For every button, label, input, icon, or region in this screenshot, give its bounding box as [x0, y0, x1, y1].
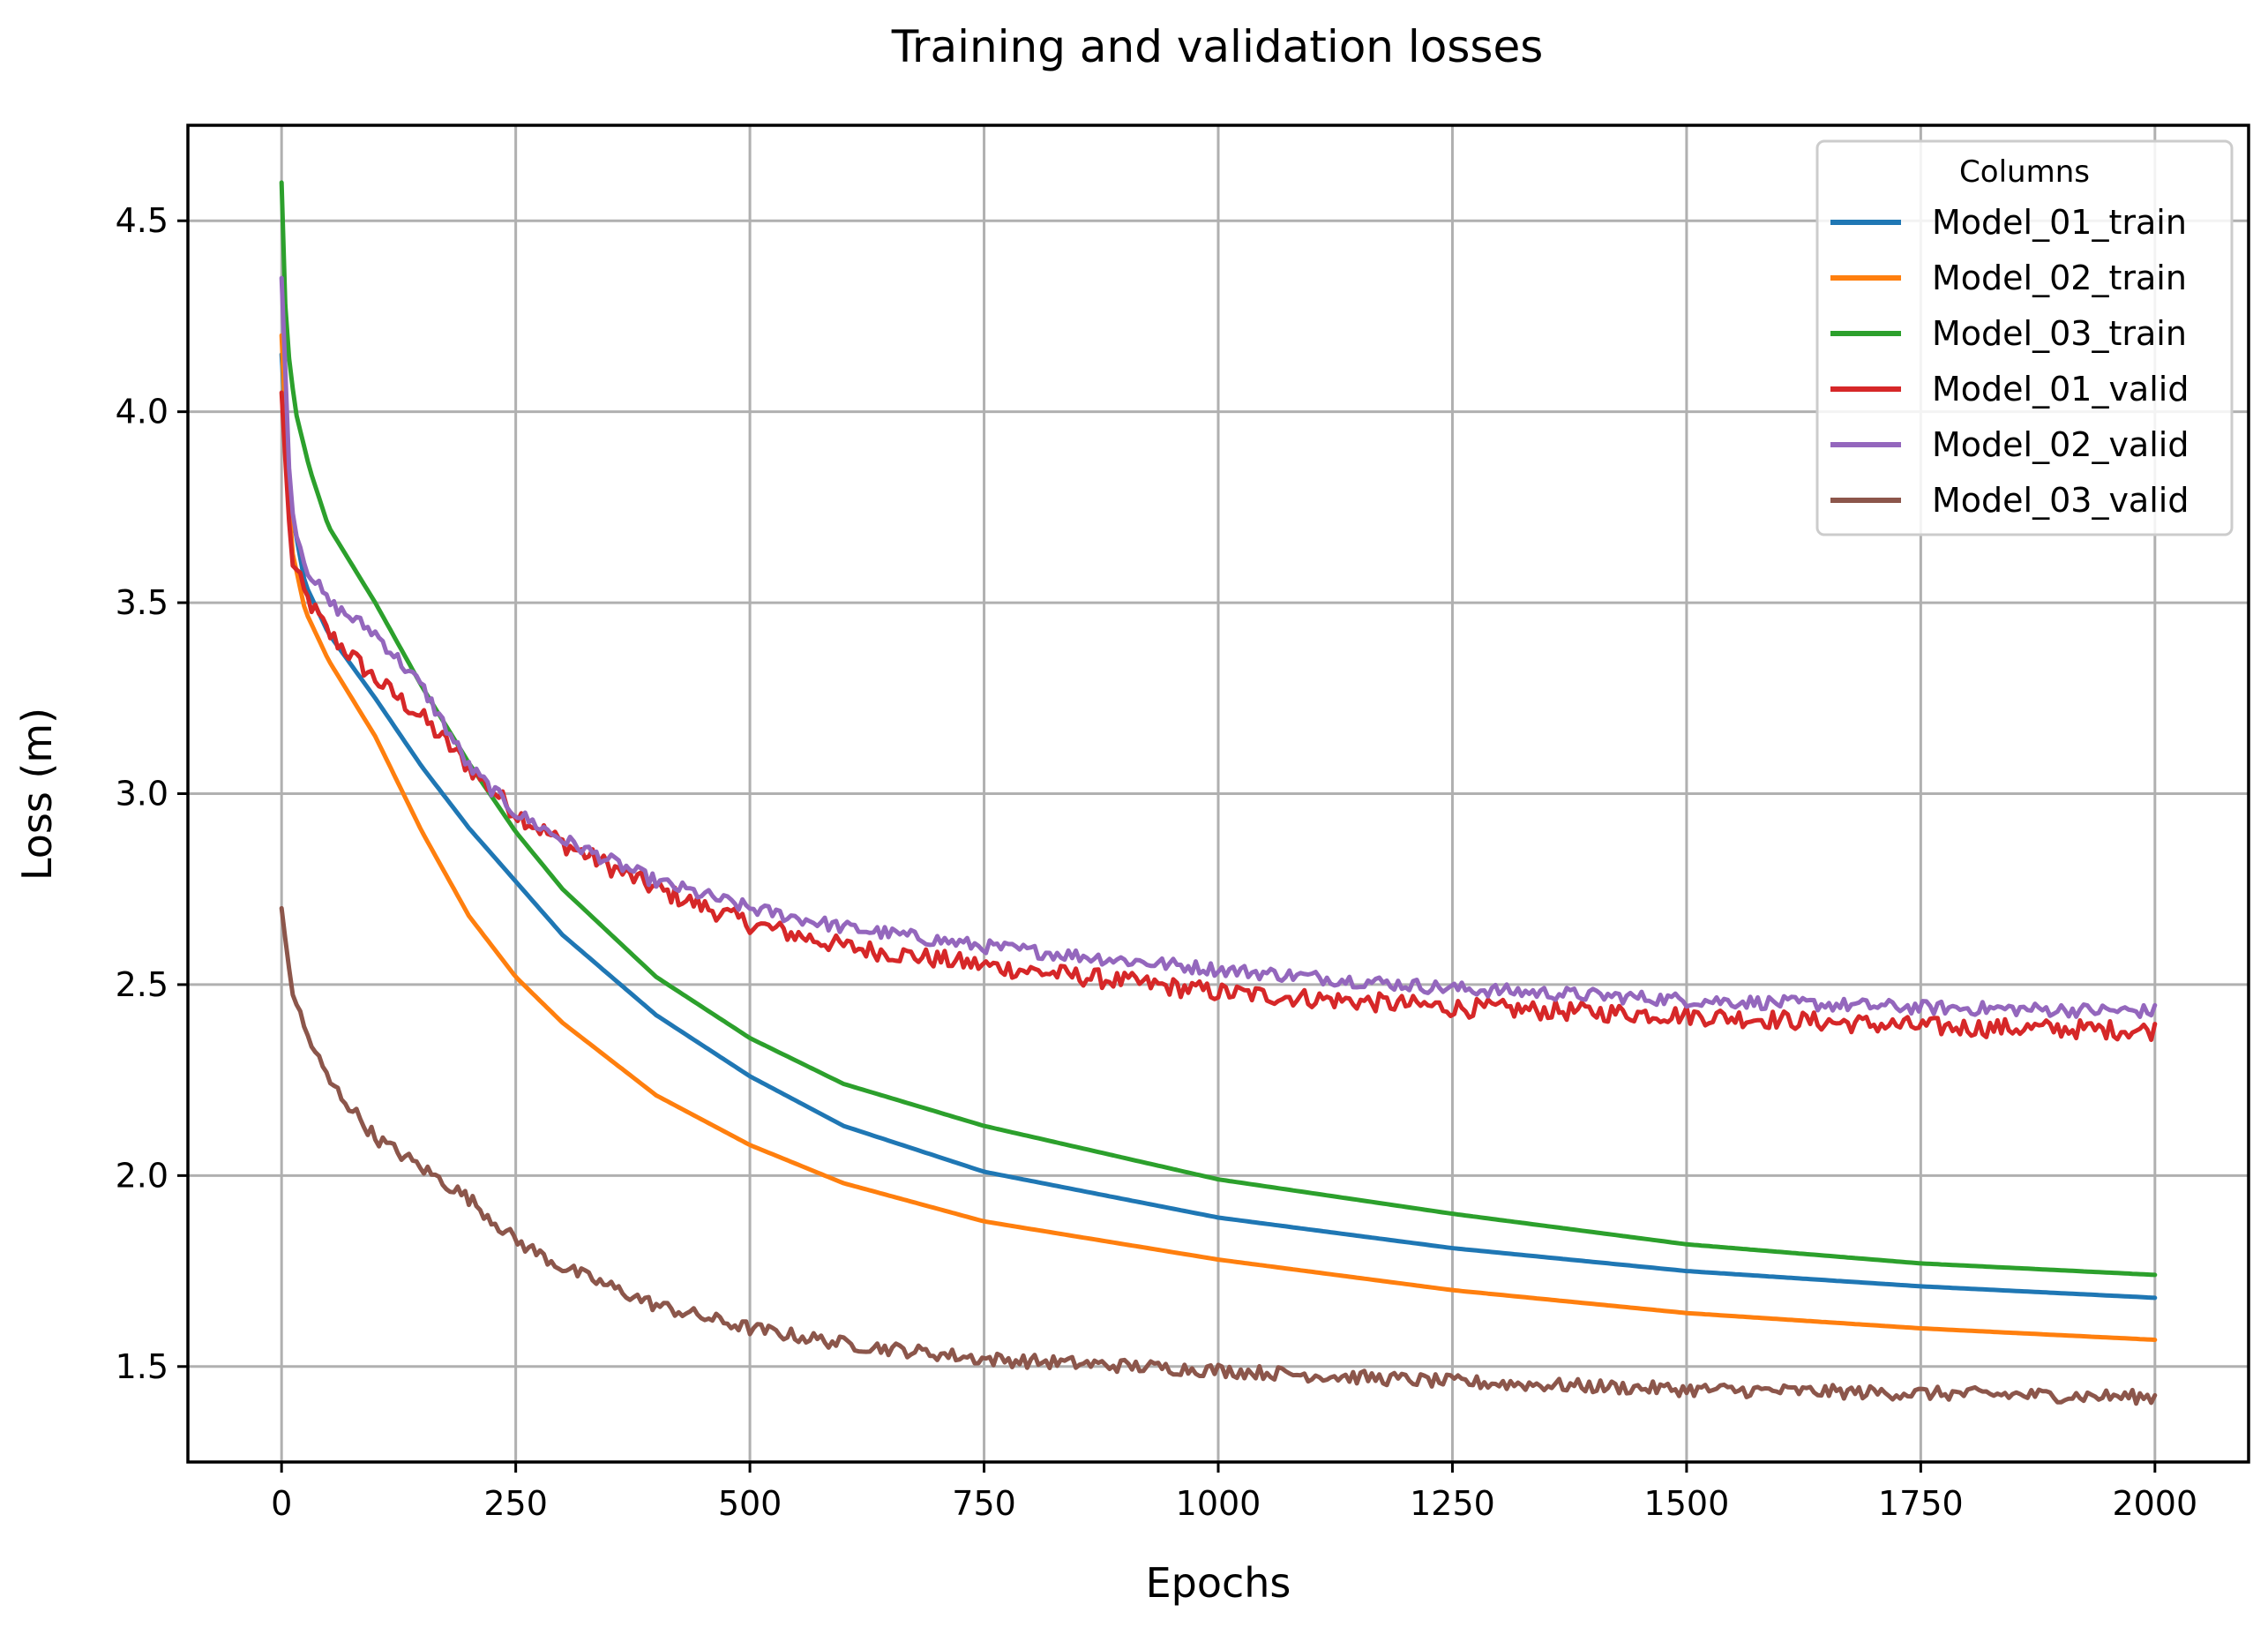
- series-line-model-03-valid: [279, 905, 2158, 1406]
- legend-label: Model_02_valid: [1932, 425, 2189, 464]
- legend-label: Model_03_train: [1932, 314, 2187, 353]
- series-line-model-03-train: [279, 180, 2158, 1278]
- legend-label: Model_03_valid: [1932, 481, 2189, 520]
- legend-box: [1815, 139, 2234, 536]
- series-line-model-01-train: [279, 352, 2158, 1301]
- x-tick-label: 0: [271, 1484, 292, 1523]
- plot-frame: [186, 124, 2250, 1464]
- series-lines: [279, 180, 2158, 1406]
- series-line-model-02-valid: [279, 275, 2158, 1019]
- y-tick-label: 1.5: [116, 1347, 168, 1386]
- x-tick-label: 250: [483, 1484, 548, 1523]
- y-tick-label: 4.0: [116, 393, 168, 431]
- x-tick-label: 2000: [2112, 1484, 2197, 1523]
- x-tick-label: 1500: [1644, 1484, 1730, 1523]
- x-tick-label: 1750: [1878, 1484, 1964, 1523]
- y-tick-label: 4.5: [116, 201, 168, 240]
- x-tick-label: 750: [952, 1484, 1016, 1523]
- legend-label: Model_01_train: [1932, 203, 2187, 242]
- legend-items: Model_01_train Model_02_train Model_03_tra…: [1830, 203, 2189, 520]
- grid: [188, 125, 2249, 1462]
- legend-label: Model_02_train: [1932, 259, 2187, 297]
- y-tick-label: 3.5: [116, 583, 168, 622]
- y-tick-label: 2.5: [116, 965, 168, 1004]
- legend-label: Model_01_valid: [1932, 370, 2189, 409]
- x-tick-label: 500: [718, 1484, 782, 1523]
- y-tick-label: 2.0: [116, 1156, 168, 1195]
- x-tick-label: 1000: [1176, 1484, 1261, 1523]
- chart-title: Training and validation losses: [891, 21, 1544, 72]
- x-tick-label: 1250: [1410, 1484, 1495, 1523]
- axis-ticks: 0 250 500 750 1000 1250 1500 1750 2000 1.5 2.0 2.5 3…: [116, 201, 2198, 1523]
- legend-title: Columns: [1959, 154, 2090, 190]
- legend: Columns Model_01_trainModel_02_trainMode…: [1815, 139, 2234, 536]
- series-line-model-02-train: [279, 333, 2158, 1342]
- y-tick-label: 3.0: [116, 775, 168, 814]
- y-axis-label: Loss (m): [13, 708, 61, 881]
- x-axis-label: Epochs: [1146, 1559, 1291, 1607]
